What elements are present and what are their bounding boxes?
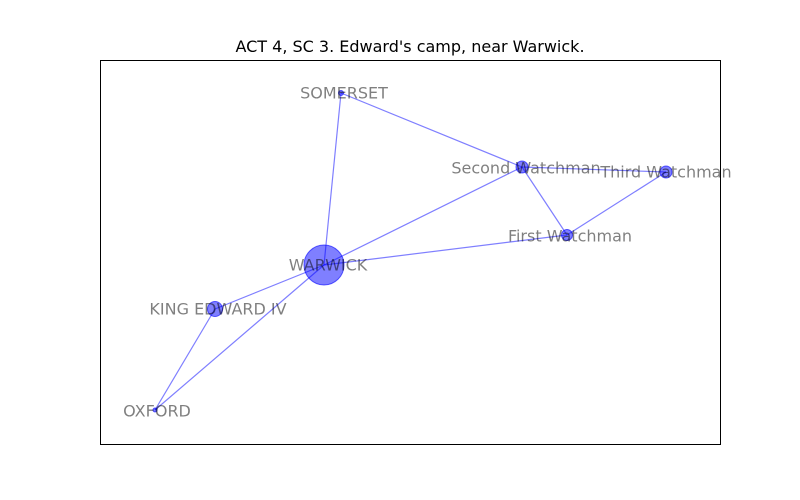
node-label-oxford: OXFORD xyxy=(123,402,191,421)
labels-layer: SOMERSET Second Watchman Third Watchman Fir… xyxy=(123,84,732,421)
edge-second-watchman-first-watchman xyxy=(521,166,568,236)
node-somerset xyxy=(338,90,344,96)
edge-king-edward-iv-oxford xyxy=(154,308,216,411)
node-king-edward-iv xyxy=(207,301,223,317)
node-oxford xyxy=(152,407,158,413)
node-first-watchman xyxy=(561,229,573,241)
node-third-watchman xyxy=(659,165,673,179)
node-label-first-watchman: First Watchman xyxy=(508,227,632,246)
edge-third-watchman-first-watchman xyxy=(566,171,667,236)
node-label-third-watchman: Third Watchman xyxy=(599,163,731,182)
plot-title: ACT 4, SC 3. Edward's camp, near Warwick… xyxy=(235,37,584,56)
nodes-layer xyxy=(152,90,673,413)
plot-frame xyxy=(100,60,721,445)
node-label-king-edward-iv: KING EDWARD IV xyxy=(149,300,286,319)
edge-somerset-warwick xyxy=(323,92,342,266)
edges-layer xyxy=(154,92,667,411)
edge-first-watchman-warwick xyxy=(323,234,568,266)
edge-somerset-second-watchman xyxy=(340,92,523,168)
node-label-somerset: SOMERSET xyxy=(300,84,388,103)
node-second-watchman xyxy=(515,160,529,174)
node-warwick xyxy=(303,244,345,286)
edge-second-watchman-warwick xyxy=(323,166,523,266)
edge-second-watchman-third-watchman xyxy=(521,166,667,173)
node-label-warwick: WARWICK xyxy=(289,256,368,275)
node-label-second-watchman: Second Watchman xyxy=(451,159,600,178)
edge-warwick-oxford xyxy=(154,264,325,411)
